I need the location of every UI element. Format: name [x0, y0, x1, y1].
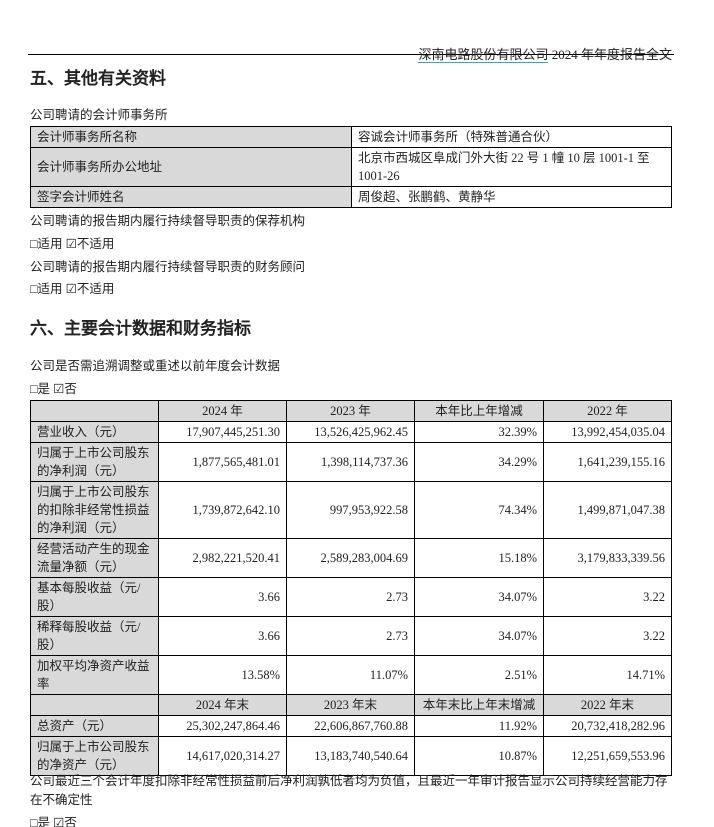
cell-value: 2023 年 — [286, 400, 415, 422]
table-row: 总资产（元） 25,302,247,864.46 22,606,867,760.88… — [30, 715, 672, 737]
table-row: 基本每股收益（元/股） 3.66 2.73 34.07% 3.22 — [30, 577, 672, 617]
auditor-table: 会计师事务所名称 容诚会计师事务所（特殊普通合伙） 会计师事务所办公地址 北京市西城区… — [30, 126, 672, 208]
auditor-intro: 公司聘请的会计师事务所 — [30, 108, 168, 122]
cell-value: 14.71% — [543, 655, 672, 695]
cell-value: 2,982,221,520.41 — [158, 538, 287, 578]
table-row: 营业收入（元） 17,907,445,251.30 13,526,425,962.4… — [30, 421, 672, 443]
advisor-label: 公司聘请的报告期内履行持续督导职责的财务顾问 — [30, 260, 306, 274]
row-label: 经营活动产生的现金流量净额（元） — [30, 538, 159, 578]
cell-value: 13,526,425,962.45 — [286, 421, 415, 443]
cell-value: 32.39% — [414, 421, 544, 443]
cell-value: 17,907,445,251.30 — [158, 421, 287, 443]
cell-value: 10.87% — [414, 736, 544, 776]
sponsor-label: 公司聘请的报告期内履行持续督导职责的保荐机构 — [30, 214, 306, 228]
cell-value: 25,302,247,864.46 — [158, 715, 287, 737]
row-label: 基本每股收益（元/股） — [30, 577, 159, 617]
cell-value: 3.66 — [158, 577, 287, 617]
sponsor-choice: □适用 ☑不适用 — [30, 237, 115, 251]
going-concern-choice: □是 ☑否 — [30, 816, 77, 827]
cell-value: 周俊超、张鹏鹤、黄静华 — [351, 186, 672, 208]
row-label: 签字会计师姓名 — [30, 186, 352, 208]
financial-table: 2024 年 2023 年本年比上年增减 2022 年营业收入（元） 17,907,4… — [30, 400, 672, 776]
cell-value: 997,953,922.58 — [286, 481, 415, 539]
row-label: 会计师事务所办公地址 — [30, 147, 352, 187]
cell-value: 3.22 — [543, 577, 672, 617]
cell-value: 14,617,020,314.27 — [158, 736, 287, 776]
cell-value: 2024 年 — [158, 400, 287, 422]
going-concern-label: 公司最近三个会计年度扣除非经常性损益前后净利润孰低者均为负值，且最近一年审计报告… — [30, 774, 668, 807]
cell-value: 3.66 — [158, 616, 287, 656]
cell-value: 容诚会计师事务所（特殊普通合伙） — [351, 126, 672, 148]
row-label: 会计师事务所名称 — [30, 126, 352, 148]
table-row: 签字会计师姓名 周俊超、张鹏鹤、黄静华 — [30, 186, 672, 208]
table-row: 归属于上市公司股东的扣除非经常性损益的净利润（元） 1,739,872,642.1… — [30, 481, 672, 539]
page-header: 深南电路股份有限公司 2024 年年度报告全文 — [28, 20, 674, 63]
restate-choice: □是 ☑否 — [30, 382, 77, 396]
cell-value: 34.07% — [414, 577, 544, 617]
table-row: 经营活动产生的现金流量净额（元） 2,982,221,520.41 2,589,28… — [30, 538, 672, 578]
advisor-choice: □适用 ☑不适用 — [30, 282, 115, 296]
cell-value: 2.51% — [414, 655, 544, 695]
section-5-title: 五、其他有关资料 — [30, 69, 166, 89]
cell-value: 2.73 — [286, 577, 415, 617]
cell-value: 11.07% — [286, 655, 415, 695]
row-label — [30, 694, 159, 716]
cell-value: 1,877,565,481.01 — [158, 442, 287, 482]
table-row: 稀释每股收益（元/股） 3.66 2.73 34.07% 3.22 — [30, 616, 672, 656]
table-row: 2024 年 2023 年本年比上年增减 2022 年 — [30, 400, 672, 422]
row-label: 加权平均净资产收益率 — [30, 655, 159, 695]
cell-value: 34.29% — [414, 442, 544, 482]
table-row: 加权平均净资产收益率 13.58% 11.07% 2.51% 14.71% — [30, 655, 672, 695]
cell-value: 1,739,872,642.10 — [158, 481, 287, 539]
table-row: 会计师事务所名称 容诚会计师事务所（特殊普通合伙） — [30, 126, 672, 148]
table-row: 2024 年末 2023 年末 本年末比上年末增减 2022 年末 — [30, 694, 672, 716]
cell-value: 1,398,114,737.36 — [286, 442, 415, 482]
row-label: 总资产（元） — [30, 715, 159, 737]
cell-value: 本年末比上年末增减 — [414, 694, 544, 716]
cell-value: 11.92% — [414, 715, 544, 737]
table-row: 归属于上市公司股东的净利润（元） 1,877,565,481.01 1,398,11… — [30, 442, 672, 482]
cell-value: 北京市西城区阜成门外大街 22 号 1 幢 10 层 1001-1 至 1001… — [351, 147, 672, 187]
restate-label: 公司是否需追溯调整或重述以前年度会计数据 — [30, 359, 281, 373]
cell-value: 13,992,454,035.04 — [543, 421, 672, 443]
table-row: 会计师事务所办公地址 北京市西城区阜成门外大街 22 号 1 幢 10 层 100… — [30, 147, 672, 187]
row-label: 营业收入（元） — [30, 421, 159, 443]
cell-value: 15.18% — [414, 538, 544, 578]
cell-value: 3,179,833,339.56 — [543, 538, 672, 578]
row-label: 归属于上市公司股东的净资产（元） — [30, 736, 159, 776]
section-6-title: 六、主要会计数据和财务指标 — [30, 319, 251, 339]
cell-value: 1,641,239,155.16 — [543, 442, 672, 482]
cell-value: 2023 年末 — [286, 694, 415, 716]
cell-value: 2022 年末 — [543, 694, 672, 716]
cell-value: 22,606,867,760.88 — [286, 715, 415, 737]
cell-value: 13,183,740,540.64 — [286, 736, 415, 776]
row-label: 归属于上市公司股东的净利润（元） — [30, 442, 159, 482]
cell-value: 13.58% — [158, 655, 287, 695]
cell-value: 本年比上年增减 — [414, 400, 544, 422]
cell-value: 3.22 — [543, 616, 672, 656]
cell-value: 74.34% — [414, 481, 544, 539]
cell-value: 2.73 — [286, 616, 415, 656]
cell-value: 2,589,283,004.69 — [286, 538, 415, 578]
row-label — [30, 400, 159, 422]
report-title: 2024 年年度报告全文 — [551, 47, 672, 62]
cell-value: 1,499,871,047.38 — [543, 481, 672, 539]
table-row: 归属于上市公司股东的净资产（元） 14,617,020,314.27 13,183,… — [30, 736, 672, 776]
cell-value: 2024 年末 — [158, 694, 287, 716]
company-name: 深南电路股份有限公司 — [418, 47, 549, 63]
cell-value: 20,732,418,282.96 — [543, 715, 672, 737]
cell-value: 2022 年 — [543, 400, 672, 422]
row-label: 稀释每股收益（元/股） — [30, 616, 159, 656]
row-label: 归属于上市公司股东的扣除非经常性损益的净利润（元） — [30, 481, 159, 539]
cell-value: 12,251,659,553.96 — [543, 736, 672, 776]
cell-value: 34.07% — [414, 616, 544, 656]
